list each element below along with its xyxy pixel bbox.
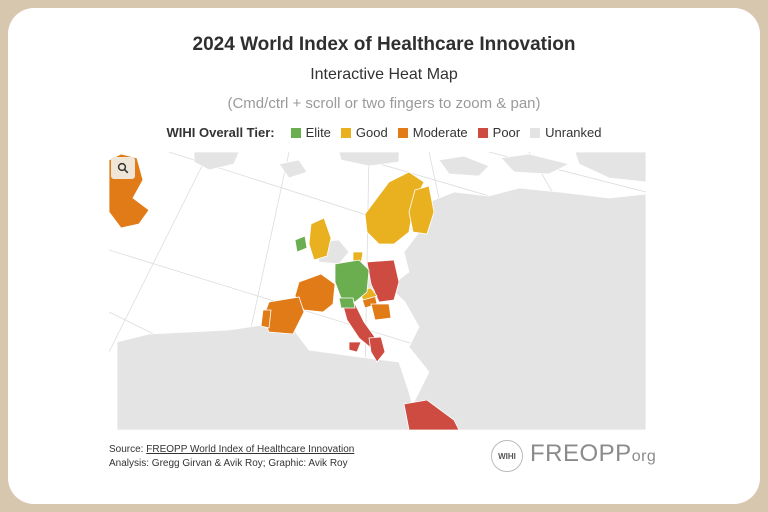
credits: Analysis: Gregg Girvan & Avik Roy; Graph… bbox=[109, 458, 348, 469]
legend-swatch bbox=[477, 127, 488, 138]
elite-countries bbox=[294, 235, 370, 309]
legend-swatch bbox=[340, 127, 351, 138]
legend-label: Unranked bbox=[545, 125, 602, 140]
country-sicily[interactable] bbox=[348, 341, 362, 353]
legend-label: Poor bbox=[492, 125, 521, 140]
chart-card: 2024 World Index of Healthcare Innovatio… bbox=[8, 8, 760, 504]
country-poland[interactable] bbox=[366, 259, 400, 303]
poor-countries bbox=[341, 259, 460, 430]
legend-item-unranked[interactable]: Unranked bbox=[530, 125, 602, 140]
source-note: Source: FREOPP World Index of Healthcare… bbox=[109, 443, 354, 471]
country-hungary[interactable] bbox=[370, 303, 392, 321]
legend-label: Moderate bbox=[412, 125, 468, 140]
country-finland[interactable] bbox=[408, 185, 435, 235]
wihi-logo: WIHI bbox=[491, 440, 523, 472]
search-icon bbox=[117, 162, 129, 174]
country-portugal[interactable] bbox=[260, 309, 272, 329]
country-united-kingdom[interactable] bbox=[308, 217, 332, 261]
page-subtitle: Interactive Heat Map bbox=[310, 66, 458, 83]
legend-label: Elite bbox=[305, 125, 331, 140]
legend-swatch bbox=[530, 127, 541, 138]
freopp-logo: FREOPPorg bbox=[530, 440, 656, 468]
legend-swatch bbox=[397, 127, 408, 138]
unranked-countries bbox=[116, 152, 646, 430]
country-germany[interactable] bbox=[334, 259, 370, 303]
freopp-logo-text: FREOPP bbox=[530, 440, 632, 467]
country-greece[interactable] bbox=[368, 336, 386, 363]
zoom-button[interactable] bbox=[111, 157, 135, 179]
legend-title: WIHI Overall Tier: bbox=[166, 125, 275, 140]
legend-item-moderate[interactable]: Moderate bbox=[397, 125, 468, 140]
legend-item-good[interactable]: Good bbox=[340, 125, 388, 140]
source-link[interactable]: FREOPP World Index of Healthcare Innovat… bbox=[146, 444, 355, 455]
legend: WIHI Overall Tier: Elite Good Moderate P… bbox=[8, 125, 760, 140]
country-ireland[interactable] bbox=[294, 235, 308, 253]
page-title: 2024 World Index of Healthcare Innovatio… bbox=[192, 34, 576, 55]
country-saudi-arabia[interactable] bbox=[403, 399, 460, 430]
legend-item-poor[interactable]: Poor bbox=[477, 125, 521, 140]
map-svg bbox=[109, 152, 646, 430]
legend-swatch bbox=[290, 127, 301, 138]
freopp-logo-suffix: org bbox=[631, 448, 657, 465]
zoom-hint: (Cmd/ctrl + scroll or two fingers to zoo… bbox=[227, 95, 541, 112]
country-switzerland[interactable] bbox=[338, 297, 356, 309]
source-prefix: Source: bbox=[109, 444, 147, 455]
legend-item-elite[interactable]: Elite bbox=[290, 125, 331, 140]
heat-map[interactable] bbox=[109, 152, 646, 430]
legend-label: Good bbox=[355, 125, 388, 140]
